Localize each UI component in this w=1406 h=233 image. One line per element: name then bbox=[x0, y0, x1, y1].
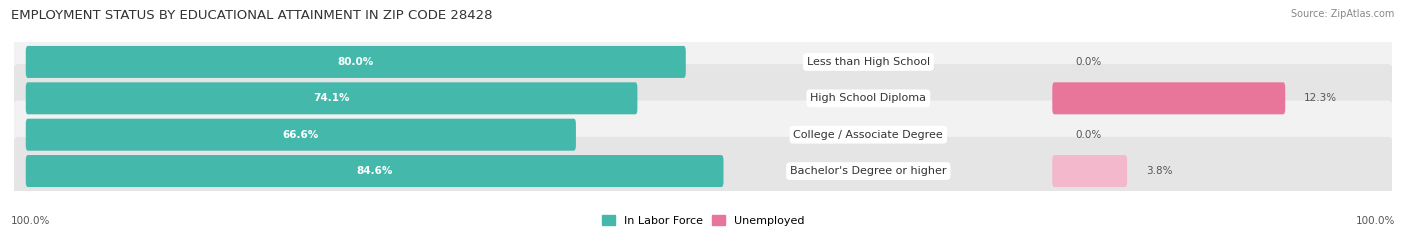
FancyBboxPatch shape bbox=[25, 46, 686, 78]
FancyBboxPatch shape bbox=[11, 100, 1395, 169]
Text: EMPLOYMENT STATUS BY EDUCATIONAL ATTAINMENT IN ZIP CODE 28428: EMPLOYMENT STATUS BY EDUCATIONAL ATTAINM… bbox=[11, 9, 492, 22]
Text: Bachelor's Degree or higher: Bachelor's Degree or higher bbox=[790, 166, 946, 176]
FancyBboxPatch shape bbox=[25, 82, 637, 114]
Text: 74.1%: 74.1% bbox=[314, 93, 350, 103]
FancyBboxPatch shape bbox=[1052, 155, 1128, 187]
Legend: In Labor Force, Unemployed: In Labor Force, Unemployed bbox=[598, 211, 808, 230]
Text: 3.8%: 3.8% bbox=[1146, 166, 1173, 176]
Text: Source: ZipAtlas.com: Source: ZipAtlas.com bbox=[1291, 9, 1395, 19]
Text: 100.0%: 100.0% bbox=[11, 216, 51, 226]
Text: High School Diploma: High School Diploma bbox=[810, 93, 927, 103]
FancyBboxPatch shape bbox=[25, 155, 724, 187]
FancyBboxPatch shape bbox=[1052, 82, 1285, 114]
Text: 100.0%: 100.0% bbox=[1355, 216, 1395, 226]
Text: 0.0%: 0.0% bbox=[1076, 57, 1101, 67]
Text: 80.0%: 80.0% bbox=[337, 57, 374, 67]
Text: 84.6%: 84.6% bbox=[357, 166, 392, 176]
FancyBboxPatch shape bbox=[11, 137, 1395, 205]
FancyBboxPatch shape bbox=[11, 28, 1395, 96]
FancyBboxPatch shape bbox=[11, 64, 1395, 133]
Text: College / Associate Degree: College / Associate Degree bbox=[793, 130, 943, 140]
FancyBboxPatch shape bbox=[25, 119, 576, 151]
Text: 66.6%: 66.6% bbox=[283, 130, 319, 140]
Text: Less than High School: Less than High School bbox=[807, 57, 929, 67]
Text: 0.0%: 0.0% bbox=[1076, 130, 1101, 140]
Text: 12.3%: 12.3% bbox=[1303, 93, 1337, 103]
